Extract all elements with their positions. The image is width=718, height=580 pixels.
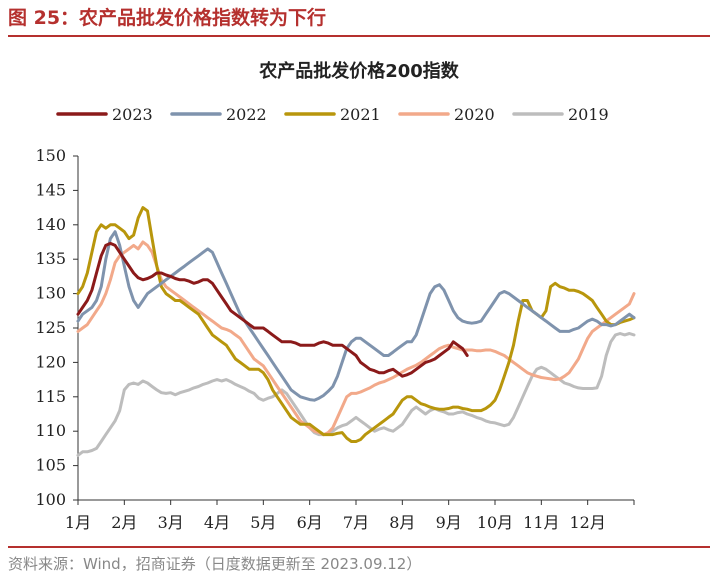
top-rule (8, 35, 710, 37)
y-tick-label: 110 (35, 421, 66, 440)
y-tick-label: 125 (35, 318, 66, 337)
y-tick-label: 150 (35, 146, 66, 165)
x-tick-label: 7月 (343, 513, 369, 532)
x-tick-label: 5月 (250, 513, 276, 532)
chart-title: 农产品批发价格200指数 (258, 60, 460, 82)
legend-label-2023: 2023 (112, 105, 153, 124)
x-tick-label: 4月 (204, 513, 230, 532)
x-tick-label: 9月 (436, 513, 462, 532)
x-tick-label: 10月 (477, 513, 513, 532)
line-chart: 农产品批发价格200指数 2023 2022 2021 2020 2019 100 105… (35, 60, 636, 532)
y-tick-label: 120 (35, 352, 66, 371)
y-tick-label: 140 (35, 215, 66, 234)
x-tick-label: 1月 (65, 513, 91, 532)
x-tick-label: 8月 (389, 513, 415, 532)
y-tick-label: 135 (35, 249, 66, 268)
legend-label-2021: 2021 (340, 105, 381, 124)
series-line-2019 (76, 332, 636, 457)
x-tick-label: 11月 (523, 513, 559, 532)
series-line-2023 (76, 241, 469, 378)
y-tick-label: 145 (35, 180, 66, 199)
x-tick-label: 2月 (111, 513, 137, 532)
x-tick-label: 3月 (158, 513, 184, 532)
x-tick-label: 12月 (569, 513, 605, 532)
series-line-2020 (76, 240, 636, 437)
series-line-2022 (76, 230, 636, 402)
figure-label: 图 25：农产品批发价格指数转为下行 (8, 7, 327, 29)
legend-label-2022: 2022 (226, 105, 267, 124)
source-note: 资料来源：Wind，招商证券（日度数据更新至 2023.09.12） (8, 555, 422, 573)
chart-series (76, 206, 636, 457)
x-tick-label: 6月 (297, 513, 323, 532)
y-tick-label: 105 (35, 456, 66, 475)
y-tick-label: 100 (35, 490, 66, 509)
y-tick-label: 115 (35, 387, 66, 406)
chart-legend: 2023 2022 2021 2020 2019 (56, 105, 609, 124)
legend-label-2019: 2019 (568, 105, 609, 124)
bottom-rule (8, 546, 710, 548)
chart-axes: 100 105 110 115 120 125 130 135 140 145 150 1月 2月 3月 4… (35, 146, 635, 532)
y-tick-label: 130 (35, 284, 66, 303)
legend-label-2020: 2020 (454, 105, 495, 124)
